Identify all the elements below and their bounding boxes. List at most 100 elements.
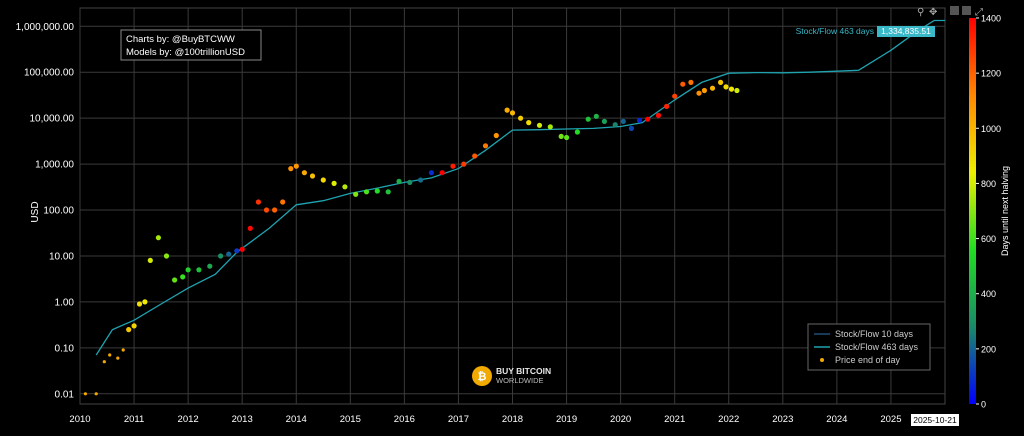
credits-box: Charts by: @BuyBTCWW Models by: @100tril… bbox=[120, 29, 262, 61]
colorbar-tick-label: 1200 bbox=[981, 69, 1001, 79]
y-tick-labels: 0.01 0.10 1.00 10.00 100.00 1,000.00 10,000.00… bbox=[16, 22, 75, 401]
model-lines bbox=[95, 19, 945, 356]
price-point bbox=[280, 199, 286, 205]
price-point bbox=[94, 392, 98, 396]
price-point bbox=[226, 251, 232, 257]
price-point bbox=[558, 133, 564, 139]
y-tick-label: 0.10 bbox=[55, 343, 75, 354]
x-tick-label: 2013 bbox=[232, 414, 253, 425]
price-point bbox=[234, 248, 240, 254]
y-tick-label: 0.01 bbox=[55, 389, 75, 400]
price-point bbox=[723, 84, 729, 90]
price-point bbox=[526, 120, 532, 126]
credits-line-1: Charts by: @BuyBTCWW bbox=[126, 34, 235, 45]
price-point bbox=[628, 125, 635, 131]
bitcoin-logo-glyph: ₿ bbox=[478, 371, 487, 383]
colorbar: 0 200 400 600 800 1000 1200 1400 Days until nex… bbox=[969, 14, 1010, 410]
x-tick-label: 2012 bbox=[178, 414, 199, 425]
price-point bbox=[255, 199, 261, 205]
colorbar-tick-label: 600 bbox=[981, 234, 996, 244]
y-axis-label: USD bbox=[30, 201, 41, 222]
y-tick-label: 100,000.00 bbox=[24, 68, 74, 79]
price-point bbox=[672, 93, 678, 99]
price-point bbox=[564, 134, 570, 141]
x-tick-label: 2020 bbox=[610, 414, 631, 425]
x-tick-label: 2017 bbox=[448, 414, 469, 425]
price-point bbox=[439, 170, 445, 176]
price-point bbox=[239, 246, 245, 252]
watermark-line-1: BUY BITCOIN bbox=[496, 366, 551, 376]
colorbar-tick-label: 200 bbox=[981, 344, 996, 354]
price-point bbox=[461, 161, 467, 167]
price-point bbox=[385, 189, 391, 195]
price-point bbox=[83, 392, 87, 396]
y-tick-label: 100.00 bbox=[43, 206, 74, 217]
price-point bbox=[509, 110, 516, 116]
price-point bbox=[482, 143, 489, 149]
price-point bbox=[418, 177, 424, 183]
reset-icon[interactable]: ⤢ bbox=[975, 7, 983, 18]
pan-icon[interactable]: ✥ bbox=[929, 7, 937, 18]
price-point bbox=[288, 166, 294, 172]
price-point bbox=[518, 115, 524, 121]
price-point bbox=[263, 207, 270, 213]
plus-icon[interactable] bbox=[950, 6, 959, 15]
price-point bbox=[126, 327, 132, 333]
zoom-icon[interactable]: ⚲ bbox=[917, 7, 924, 18]
minus-icon[interactable] bbox=[962, 6, 971, 15]
sf463-line bbox=[95, 19, 945, 356]
colorbar-tick-label: 800 bbox=[981, 179, 996, 189]
legend: Stock/Flow 10 days Stock/Flow 463 days P… bbox=[807, 323, 931, 371]
hover-date: 2025-10-21 bbox=[913, 415, 957, 425]
credits-line-2: Models by: @100trillionUSD bbox=[126, 47, 245, 58]
price-point bbox=[102, 360, 106, 364]
price-point bbox=[504, 107, 510, 113]
price-point bbox=[493, 132, 499, 139]
price-point bbox=[131, 323, 137, 329]
price-point bbox=[301, 170, 307, 176]
x-tick-label: 2018 bbox=[502, 414, 523, 425]
price-point bbox=[363, 189, 370, 195]
x-tick-label: 2023 bbox=[772, 414, 793, 425]
price-point bbox=[547, 124, 553, 130]
price-point bbox=[116, 356, 120, 360]
price-point bbox=[472, 153, 478, 159]
price-point bbox=[396, 178, 402, 184]
y-tick-label: 1,000.00 bbox=[35, 160, 74, 171]
price-point bbox=[734, 87, 740, 94]
grid-lines bbox=[79, 7, 946, 405]
legend-entry-sf463[interactable]: Stock/Flow 463 days bbox=[835, 342, 919, 352]
price-point bbox=[172, 277, 178, 283]
x-tick-label: 2010 bbox=[69, 414, 90, 425]
price-point bbox=[374, 188, 380, 194]
x-tick-label: 2025 bbox=[880, 414, 901, 425]
price-point bbox=[218, 253, 224, 259]
price-point bbox=[320, 177, 326, 183]
price-point bbox=[664, 103, 670, 109]
y-tick-label: 10.00 bbox=[49, 251, 74, 262]
colorbar-tick-label: 400 bbox=[981, 289, 996, 299]
price-point bbox=[147, 257, 153, 263]
x-tick-label: 2024 bbox=[826, 414, 847, 425]
colorbar-label: Days until next halving bbox=[1000, 166, 1010, 256]
x-tick-labels: 2010 2011 2012 2013 2014 2015 2016 2017 2018 2019… bbox=[69, 414, 901, 425]
price-dots bbox=[83, 79, 740, 396]
y-tick-label: 1,000,000.00 bbox=[16, 22, 75, 33]
hover-tooltip: Stock/Flow 463 days 1,334,835.51 2025-10… bbox=[796, 26, 959, 426]
colorbar-tick-label: 1400 bbox=[981, 14, 1001, 24]
legend-entry-sf10[interactable]: Stock/Flow 10 days bbox=[835, 329, 914, 339]
x-tick-label: 2014 bbox=[286, 414, 307, 425]
price-point bbox=[142, 299, 148, 305]
price-point bbox=[620, 118, 626, 124]
price-point bbox=[645, 116, 651, 122]
price-point bbox=[155, 235, 161, 241]
price-point bbox=[272, 207, 278, 213]
colorbar-tick-label: 0 bbox=[981, 400, 986, 410]
price-point bbox=[688, 79, 694, 85]
legend-entry-price[interactable]: Price end of day bbox=[835, 355, 901, 365]
price-point bbox=[136, 301, 143, 307]
colorbar-tick-label: 1000 bbox=[981, 124, 1001, 134]
price-point bbox=[636, 117, 643, 123]
